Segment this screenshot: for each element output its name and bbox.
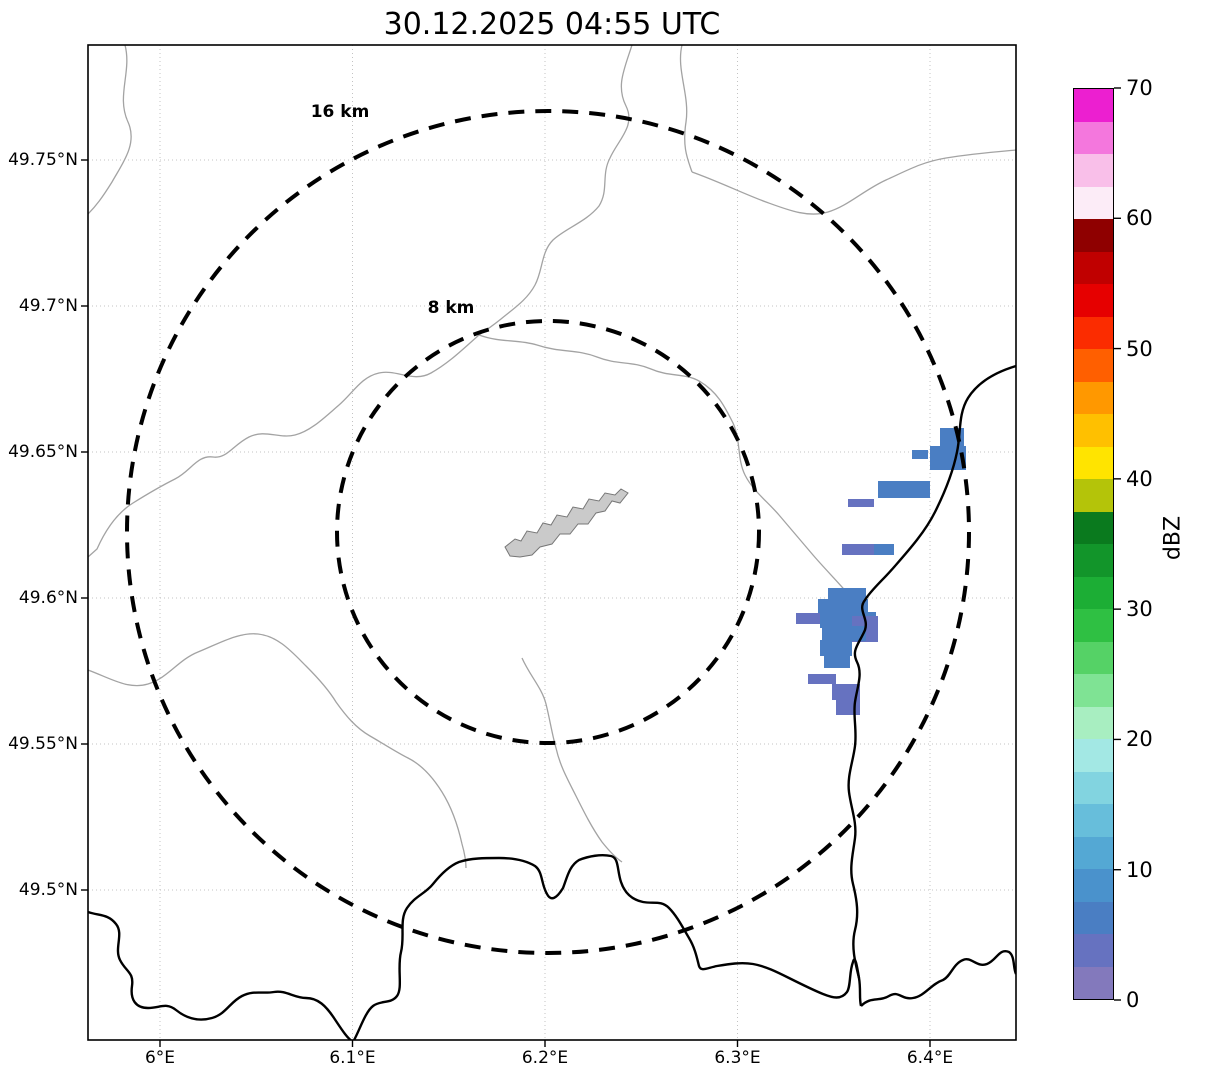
colorbar-segment <box>1074 966 1113 999</box>
colorbar-segment <box>1074 641 1113 674</box>
y-tick-label: 49.6°N <box>18 588 78 608</box>
colorbar-segment <box>1074 511 1113 544</box>
city-outline <box>504 488 629 558</box>
colorbar-tick-label: 70 <box>1126 76 1153 100</box>
axis-tick-marks <box>81 87 1121 1047</box>
colorbar-segment <box>1074 154 1113 187</box>
colorbar-segment <box>1074 869 1113 902</box>
colorbar-segment <box>1074 576 1113 609</box>
y-tick-label: 49.55°N <box>8 734 78 754</box>
range-ring-label-16km: 16 km <box>310 102 370 122</box>
range-ring-8km <box>335 319 761 745</box>
colorbar-segment <box>1074 804 1113 837</box>
x-tick-label: 6.3°E <box>714 1048 761 1068</box>
colorbar-segment <box>1074 186 1113 219</box>
colorbar-segment <box>1074 219 1113 252</box>
colorbar-segment <box>1074 836 1113 869</box>
colorbar-tick-label: 60 <box>1126 206 1153 231</box>
x-tick-label: 6.1°E <box>329 1048 376 1068</box>
colorbar-tick-label: 50 <box>1126 336 1153 361</box>
y-tick-label: 49.75°N <box>8 150 78 170</box>
colorbar-segment <box>1074 349 1113 382</box>
colorbar-segment <box>1074 706 1113 739</box>
range-ring-label-8km: 8 km <box>427 298 475 318</box>
range-ring-16km <box>125 109 971 955</box>
colorbar-segment <box>1074 121 1113 154</box>
colorbar-segment <box>1074 381 1113 414</box>
colorbar-tick-label: 40 <box>1126 466 1153 491</box>
colorbar-segment <box>1074 609 1113 642</box>
x-tick-label: 6.2°E <box>521 1048 569 1068</box>
plot-frame <box>87 44 1017 1041</box>
colorbar-segment <box>1074 544 1113 577</box>
colorbar-tick-label: 0 <box>1126 988 1140 1012</box>
y-tick-label: 49.7°N <box>18 296 78 316</box>
y-tick-label: 49.65°N <box>8 442 78 462</box>
colorbar-segment <box>1074 901 1113 934</box>
colorbar-segment <box>1074 479 1113 512</box>
radar-echo-layer <box>796 428 966 715</box>
country-border-lines <box>88 364 1016 1040</box>
colorbar-segment <box>1074 284 1113 317</box>
colorbar-segment <box>1074 771 1113 804</box>
river-lines <box>88 45 1016 869</box>
colorbar-axis-label: dBZ <box>1160 515 1186 561</box>
colorbar-tick-label: 30 <box>1126 597 1153 622</box>
range-rings <box>125 109 971 955</box>
colorbar-segment <box>1074 674 1113 707</box>
figure-title: 30.12.2025 04:55 UTC <box>383 7 721 42</box>
colorbar <box>1073 88 1114 1000</box>
colorbar-segment <box>1074 251 1113 284</box>
colorbar-segment <box>1074 446 1113 479</box>
y-tick-label: 49.5°N <box>18 880 78 900</box>
colorbar-tick-label: 10 <box>1126 857 1153 882</box>
x-tick-label: 6.4°E <box>906 1048 954 1068</box>
colorbar-tick-label: 20 <box>1126 727 1153 752</box>
colorbar-segment <box>1074 414 1113 447</box>
colorbar-segment <box>1074 89 1113 122</box>
colorbar-segment <box>1074 934 1113 967</box>
x-tick-label: 6°E <box>144 1048 176 1068</box>
colorbar-segment <box>1074 316 1113 349</box>
colorbar-segment <box>1074 739 1113 772</box>
